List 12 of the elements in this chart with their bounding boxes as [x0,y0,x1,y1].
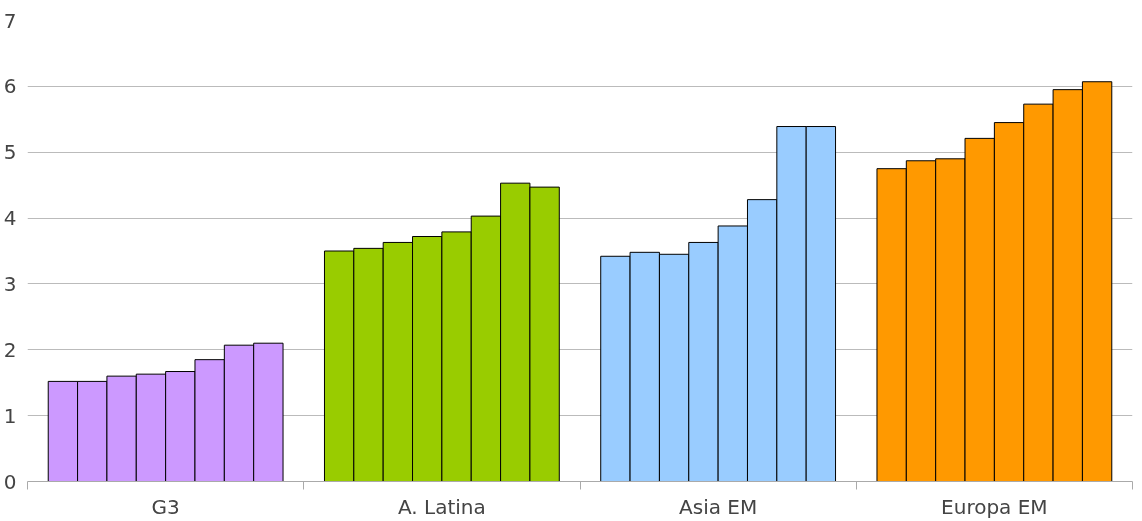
y-tick-label: 5 [3,140,17,165]
x-tick-label: Asia EM [679,494,758,519]
y-tick-label: 0 [3,469,17,494]
y-tick-label: 1 [3,403,17,428]
y-tick-label: 2 [3,337,17,362]
x-tick-label: G3 [151,494,180,519]
x-tick-label: A. Latina [397,494,486,519]
y-tick-label: 6 [3,74,17,99]
y-tick-label: 3 [3,271,17,296]
y-tick-label: 7 [3,8,17,33]
y-tick-label: 4 [3,206,17,231]
x-tick-label: Europa EM [941,494,1048,519]
